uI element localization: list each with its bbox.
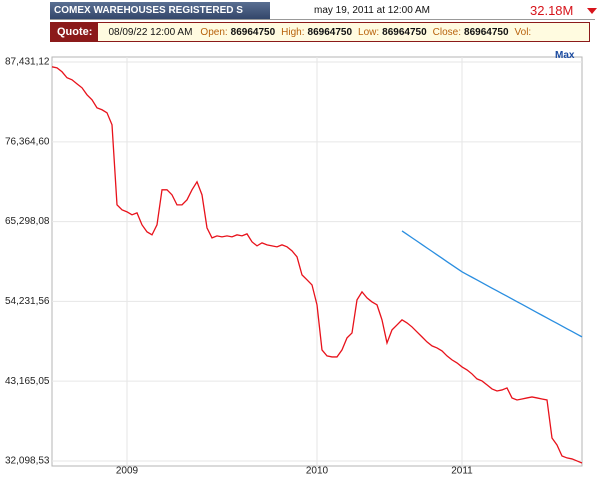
field-name: Low: (358, 26, 380, 38)
field-value: 86964750 (464, 26, 509, 38)
quote-time: 08/09/22 12:00 AM (108, 26, 193, 38)
field-value: 86964750 (307, 26, 353, 38)
data-line (51, 66, 583, 464)
chart-title: COMEX WAREHOUSES REGISTERED S (50, 2, 270, 19)
x-tick-label: 2010 (306, 466, 329, 477)
y-tick-label: 32,098,53 (5, 456, 50, 467)
field-value: 86964750 (382, 26, 427, 38)
y-tick-label: 76,364,60 (5, 136, 50, 147)
y-tick-label: 87,431,12 (5, 57, 50, 68)
quote-bar: Quote: 08/09/22 12:00 AM Open: 86964750 … (50, 22, 590, 42)
last-value: 32.18M (530, 3, 574, 18)
field-name: Close: (432, 26, 462, 38)
x-tick-label: 2011 (451, 466, 473, 477)
down-arrow (587, 8, 597, 14)
y-tick-label: 65,298,08 (5, 216, 50, 227)
date: may 19, 2011 at 12:00 AM (314, 5, 431, 16)
range-link[interactable]: Max (555, 50, 575, 61)
y-tick-label: 43,165,05 (5, 376, 50, 387)
y-tick-label: 54,231,56 (5, 296, 50, 307)
field-name: Open: (200, 26, 228, 38)
field-name: Vol: (514, 26, 532, 38)
quote-label: Quote: (51, 23, 99, 41)
data-line (401, 230, 583, 338)
x-tick-label: 2009 (116, 466, 139, 477)
field-value: 86964750 (230, 26, 276, 38)
divider (50, 19, 595, 20)
field-name: High: (281, 26, 305, 38)
